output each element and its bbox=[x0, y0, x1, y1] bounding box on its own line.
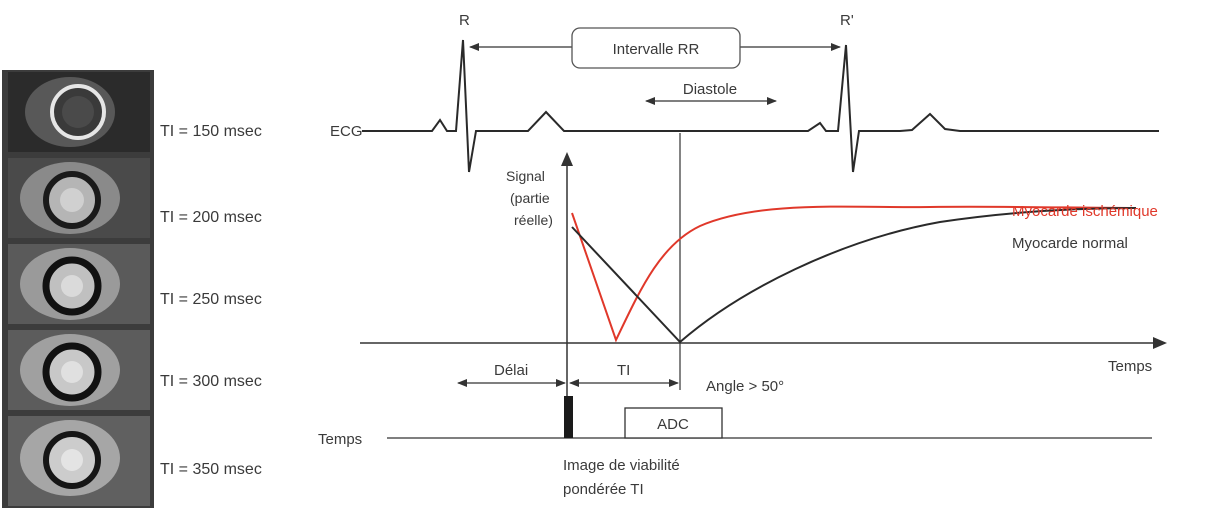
signal-axis-label-1: Signal bbox=[506, 168, 545, 184]
ti-label-200: TI = 200 msec bbox=[160, 209, 262, 226]
ti-label-250: TI = 250 msec bbox=[160, 291, 262, 308]
rr-interval-label: Intervalle RR bbox=[613, 41, 700, 58]
ti-label-350: TI = 350 msec bbox=[160, 461, 262, 478]
caption-line-1: Image de viabilité bbox=[563, 457, 680, 474]
time-axis-label: Temps bbox=[1108, 358, 1152, 375]
ti-label: TI bbox=[617, 362, 630, 379]
ecg-trace bbox=[362, 39, 1159, 173]
ischemic-curve bbox=[571, 205, 1137, 343]
diastole-label: Diastole bbox=[683, 81, 737, 98]
r-peak-label: R bbox=[459, 12, 470, 29]
inversion-pulse bbox=[564, 396, 573, 438]
rr-interval-box bbox=[571, 27, 741, 69]
ti-label-300: TI = 300 msec bbox=[160, 373, 262, 390]
mri-thumbnail-300 bbox=[8, 330, 150, 410]
caption-line-2: pondérée TI bbox=[563, 481, 644, 498]
ecg-label: ECG bbox=[330, 123, 363, 140]
delay-label: Délai bbox=[494, 362, 528, 379]
mri-thumbnail-150 bbox=[8, 72, 150, 152]
mri-thumbnail-200 bbox=[8, 158, 150, 238]
timeline-label: Temps bbox=[318, 431, 362, 448]
adc-label: ADC bbox=[657, 416, 689, 433]
signal-axis-label-2: (partie bbox=[510, 190, 550, 206]
adc-box bbox=[624, 407, 723, 439]
mri-thumbnail-strip bbox=[2, 70, 154, 508]
normal-curve bbox=[571, 207, 1137, 344]
mri-thumbnail-350 bbox=[8, 416, 150, 506]
normal-label: Myocarde normal bbox=[1012, 235, 1128, 252]
angle-label: Angle > 50° bbox=[706, 378, 784, 395]
ischemic-label: Myocarde ischémique bbox=[1012, 203, 1158, 220]
ti-label-150: TI = 150 msec bbox=[160, 123, 262, 140]
signal-axis-label-3: réelle) bbox=[514, 212, 553, 228]
r-prime-peak-label: R' bbox=[840, 12, 854, 29]
mri-thumbnail-250 bbox=[8, 244, 150, 324]
